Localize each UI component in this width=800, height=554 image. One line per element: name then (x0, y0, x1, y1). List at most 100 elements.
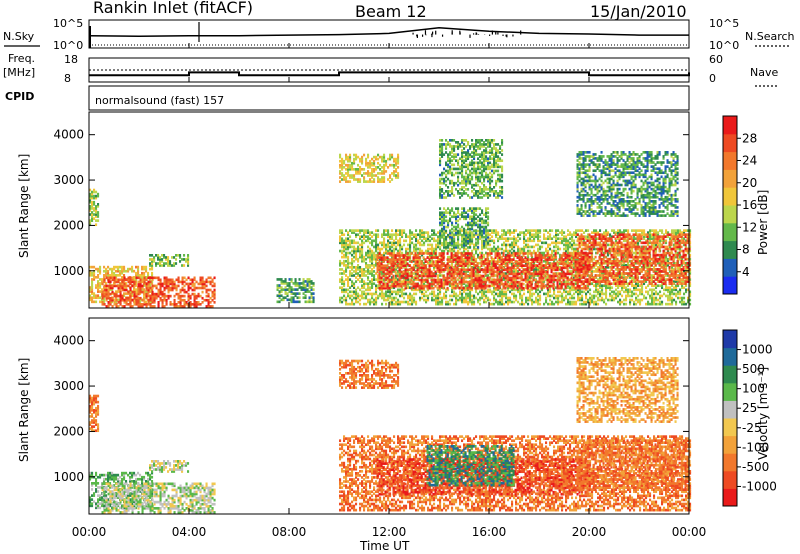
range-cell (451, 261, 454, 265)
range-cell (143, 271, 146, 275)
range-cell (373, 255, 376, 259)
range-cell (517, 284, 520, 288)
range-cell (621, 274, 624, 277)
range-cell (347, 163, 350, 167)
range-cell (589, 288, 592, 292)
range-cell (525, 239, 528, 243)
range-cell (635, 243, 638, 247)
range-cell (529, 274, 532, 277)
range-cell (381, 180, 384, 183)
range-cell (571, 288, 574, 292)
range-cell (599, 284, 602, 288)
range-cell (211, 292, 214, 296)
range-cell (117, 278, 120, 282)
range-cell (403, 231, 406, 234)
range-cell (495, 249, 498, 253)
range-cell (359, 178, 362, 181)
range-cell (103, 298, 106, 302)
range-cell (127, 296, 130, 300)
range-cell (113, 303, 116, 306)
range-cell (509, 231, 512, 234)
range-cell (561, 229, 564, 232)
range-cell (499, 257, 502, 261)
range-cell (347, 245, 350, 249)
range-cell (475, 290, 478, 294)
range-cell (453, 249, 456, 253)
range-cell (359, 280, 362, 283)
range-cell (143, 298, 146, 302)
range-cell (607, 286, 610, 290)
range-cell (371, 176, 374, 179)
range-cell (141, 265, 144, 269)
range-cell (519, 259, 522, 263)
range-cell (185, 258, 188, 261)
range-cell (437, 270, 440, 273)
range-cell (405, 266, 408, 269)
range-cell (529, 239, 532, 243)
range-cell (339, 278, 342, 281)
range-cell (375, 261, 378, 265)
range-cell (385, 243, 388, 247)
range-cell (603, 292, 606, 296)
range-cell (159, 258, 162, 261)
range-cell (351, 229, 354, 232)
range-cell (429, 255, 432, 259)
range-cell (365, 163, 368, 167)
range-cell (149, 290, 152, 293)
range-cell (557, 300, 560, 304)
range-cell (523, 272, 526, 275)
range-cell (123, 267, 126, 271)
range-cell (308, 278, 311, 281)
range-cell (167, 288, 170, 292)
range-cell (587, 290, 590, 294)
range-cell (183, 305, 186, 308)
range-cell (569, 302, 572, 306)
range-cell (549, 235, 552, 239)
range-cell (485, 296, 488, 300)
range-cell (123, 288, 126, 292)
range-cell (292, 288, 295, 291)
range-cell (681, 284, 684, 288)
range-cell (153, 260, 156, 263)
range-cell (294, 300, 297, 304)
range-cell (151, 278, 154, 282)
range-cell (641, 284, 644, 288)
range-cell (137, 301, 140, 304)
range-cell (125, 286, 128, 289)
range-cell (539, 268, 542, 271)
range-cell (575, 290, 578, 294)
range-cell (527, 298, 530, 302)
range-cell (441, 243, 444, 247)
range-cell (278, 286, 281, 289)
range-cell (363, 280, 366, 283)
range-cell (515, 270, 518, 273)
range-cell (343, 298, 346, 302)
range-cell (593, 266, 596, 269)
range-cell (431, 253, 434, 257)
range-cell (421, 249, 424, 253)
range-cell (89, 207, 92, 210)
range-cell (649, 233, 652, 237)
range-cell (543, 253, 546, 257)
range-cell (409, 237, 412, 241)
range-cell (407, 296, 410, 300)
range-cell (473, 302, 476, 306)
range-cell (413, 245, 416, 249)
range-cell (611, 235, 614, 239)
range-cell (517, 249, 520, 253)
range-cell (361, 278, 364, 281)
range-cell (523, 292, 526, 296)
range-cell (389, 233, 392, 237)
range-cell (577, 257, 580, 261)
range-cell (381, 157, 384, 161)
range-cell (363, 284, 366, 288)
range-cell (505, 237, 508, 241)
range-cell (505, 284, 508, 288)
range-cell (97, 276, 100, 279)
range-cell (665, 286, 668, 290)
range-cell (371, 261, 374, 265)
range-cell (371, 278, 374, 281)
range-cell (357, 266, 360, 269)
range-cell (391, 298, 394, 302)
range-cell (101, 280, 104, 283)
